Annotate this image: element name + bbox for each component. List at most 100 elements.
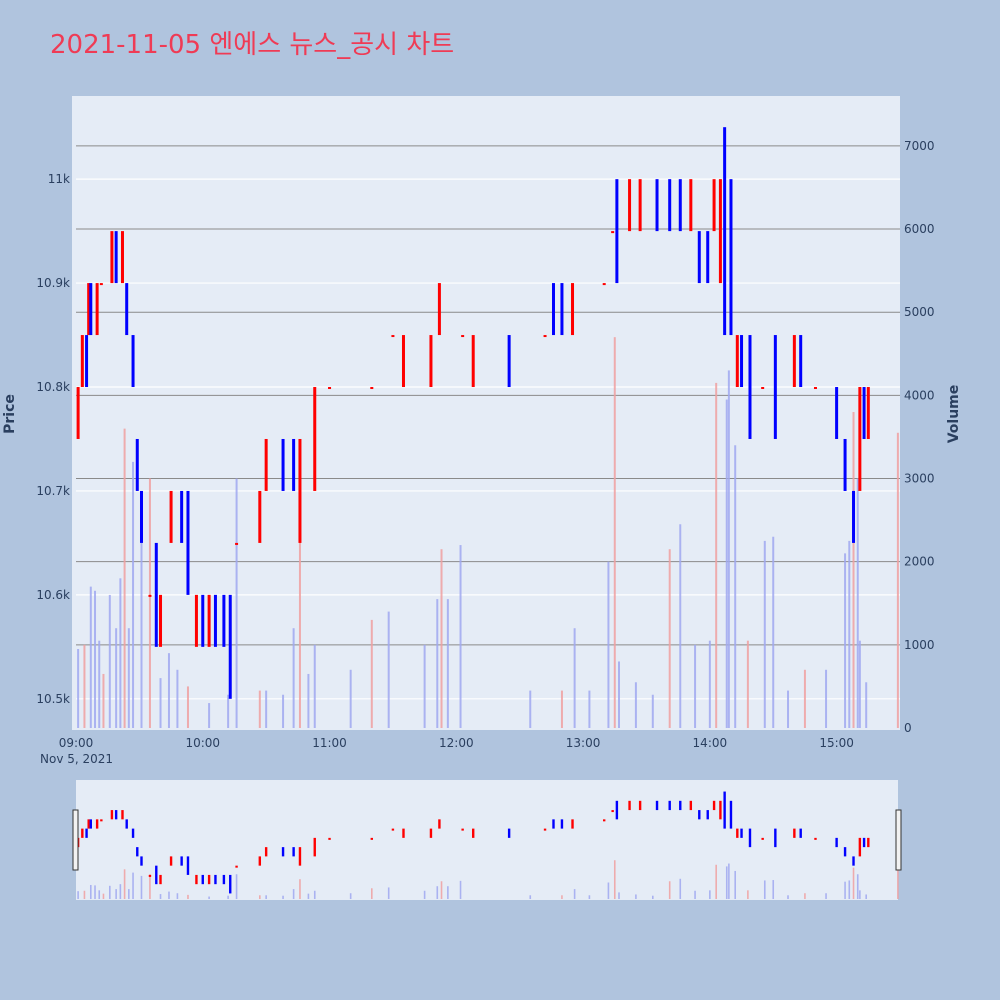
slider-candle [95,819,99,829]
slider-candle [313,837,316,857]
volume-bar [140,495,143,728]
slider-candle [611,810,614,813]
slider-candle [298,847,302,866]
candle [298,438,302,543]
y-left-tick-label: 10.5k [36,692,70,706]
candle [571,283,575,336]
candle [154,542,158,647]
candle [862,387,866,439]
volume-bar [634,682,637,728]
slider-candle [729,800,733,829]
candle [852,490,856,543]
slider-candle [85,828,88,838]
candle [697,231,701,284]
range-slider-handle-right[interactable] [895,809,902,871]
slider-candle [81,828,84,838]
slider-candle [201,874,204,885]
candle [264,438,268,491]
slider-candle [89,819,92,829]
slider-candle [370,837,373,840]
volume-bar [258,690,261,728]
candle [99,283,103,286]
volume-bar [803,669,806,728]
candle [866,387,870,439]
slider-volume-bar [897,869,899,899]
volume-bar [763,540,766,728]
candle [712,179,716,232]
volume-bar [607,561,610,728]
slider-volume-bar [763,880,766,899]
slider-volume-bar [423,890,426,899]
slider-volume-bar [119,884,122,899]
candle [437,283,441,336]
range-slider-handle-left[interactable] [72,809,79,871]
slider-volume-bar [187,894,189,899]
range-slider-volume [77,860,899,899]
candle [213,594,217,647]
volume-bar [560,690,563,728]
slider-candle [222,874,226,885]
volume-bar [108,594,111,728]
volume-bar [440,549,443,728]
slider-volume-bar [772,880,775,899]
slider-volume-bar [115,889,117,899]
volume-bar [370,619,373,728]
slider-volume-bar [825,893,827,899]
slider-volume-bar [349,893,352,899]
slider-candle [140,856,143,866]
y-left-tick-label: 10.8k [36,380,70,394]
volume-bar [423,644,426,728]
slider-volume-bar [299,879,301,899]
slider-candle [207,874,211,885]
candle [551,283,555,336]
x-tick-label: 14:00 [693,736,728,750]
candle [87,283,91,336]
volume-bar [115,628,118,728]
candle [148,594,152,597]
slider-candle [689,800,693,811]
slider-candle [131,828,135,838]
y-right-tick-label: 3000 [904,472,935,486]
range-slider[interactable] [76,780,898,900]
candle [370,387,374,390]
range-slider-candles [76,791,870,894]
slider-volume-bar [844,881,846,899]
candle [201,594,205,647]
volume-bar [94,590,97,728]
slider-candle [114,810,118,820]
candle [328,387,332,390]
candle [194,594,198,647]
candle [76,387,80,439]
volume-bar [83,644,86,728]
y-right-tick-label: 4000 [904,388,935,402]
slider-volume-bar [725,866,728,899]
slider-volume-bar [123,869,126,899]
volume-bar [725,399,728,728]
candle [602,283,606,286]
volume-bar [77,649,80,728]
price-grid [76,178,900,700]
slider-volume-bar [859,890,861,899]
volume-bar [529,690,532,728]
volume-bar [102,673,105,728]
slider-volume-bar [140,875,143,899]
y-right-tick-label: 7000 [904,139,935,153]
slider-volume-bar [307,893,310,899]
x-tick-label: 10:00 [185,736,220,750]
slider-candle [668,800,671,811]
slider-candle [110,810,114,820]
candle [735,335,739,388]
slider-candle [169,856,173,866]
slider-volume-bar [176,893,179,899]
slider-candle [740,828,743,838]
slider-volume-bar [89,884,92,899]
candle [80,335,84,388]
candle [792,335,796,388]
volume-bar [98,640,101,728]
slider-candle [628,800,631,811]
slider-candle [461,828,464,831]
chart-title: 2021-11-05 엔에스 뉴스_공시 차트 [50,30,455,60]
slider-volume-bar [679,878,682,899]
slider-volume-bar [848,880,851,899]
